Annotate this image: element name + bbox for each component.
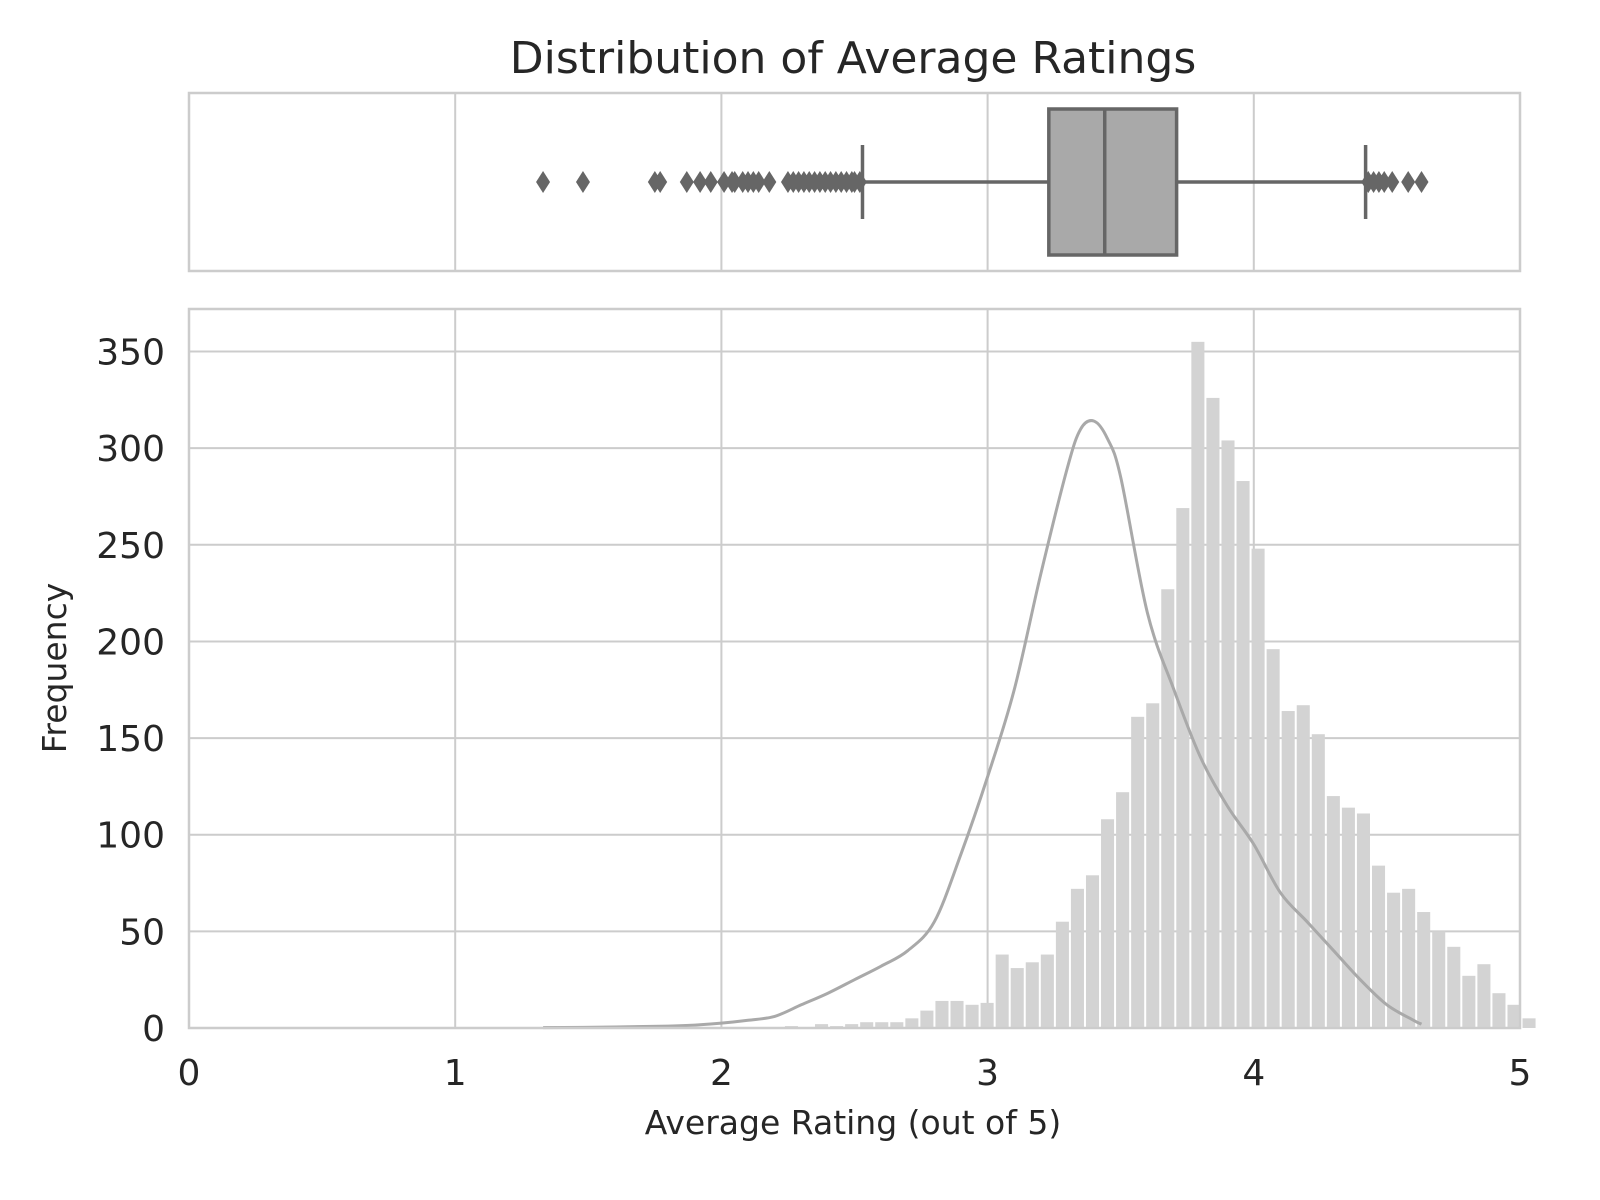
histogram-bar xyxy=(1522,1018,1536,1028)
x-tick-label: 1 xyxy=(444,1053,467,1094)
histogram-bar xyxy=(1010,968,1024,1028)
outlier-point xyxy=(653,171,668,193)
histogram-bar xyxy=(980,1002,994,1028)
y-tick-label: 150 xyxy=(96,719,165,760)
histogram-bar xyxy=(1387,892,1401,1028)
y-tick-label: 350 xyxy=(96,333,165,374)
kde-curve xyxy=(543,419,1423,1030)
histogram-bar xyxy=(1296,705,1310,1028)
histogram-bar xyxy=(1221,440,1235,1028)
outlier-point xyxy=(703,171,718,193)
histogram-bar xyxy=(875,1022,889,1028)
histogram-bar xyxy=(1281,711,1295,1028)
x-tick-label: 3 xyxy=(976,1053,999,1094)
y-tick-label: 300 xyxy=(96,429,165,470)
histogram-bar xyxy=(935,1000,949,1028)
histogram-bar xyxy=(1101,819,1115,1028)
x-axis-label: Average Rating (out of 5) xyxy=(645,1103,1061,1142)
outlier-point xyxy=(727,171,742,193)
interquartile-box xyxy=(1047,107,1179,257)
outlier-point xyxy=(1401,171,1416,193)
outlier-point xyxy=(679,171,694,193)
y-axis-label: Frequency xyxy=(35,583,74,753)
histogram-bar xyxy=(1146,703,1160,1028)
histogram-bar xyxy=(815,1024,829,1028)
histogram-bar xyxy=(1040,954,1054,1028)
histogram-bar xyxy=(1085,875,1100,1028)
outlier-point xyxy=(1385,171,1400,193)
histogram-bar xyxy=(1236,481,1250,1029)
histogram-bar xyxy=(1462,975,1476,1028)
histogram-bar xyxy=(1131,716,1145,1028)
outlier-point xyxy=(1377,171,1392,193)
histogram-bar xyxy=(1055,921,1069,1028)
outlier-point xyxy=(762,171,777,193)
histogram-bar xyxy=(950,1000,964,1028)
histogram-bar xyxy=(1371,865,1386,1028)
histogram-bar xyxy=(1417,912,1431,1028)
x-tick-label: 2 xyxy=(710,1053,733,1094)
histogram-bar xyxy=(1326,796,1340,1028)
x-tick-label: 5 xyxy=(1509,1053,1532,1094)
histogram-bar xyxy=(1025,962,1039,1028)
histogram-bar xyxy=(1251,548,1265,1028)
histogram-bar xyxy=(1266,649,1280,1028)
histogram-bar xyxy=(995,954,1009,1028)
outlier-point xyxy=(717,171,732,193)
y-tick-label: 250 xyxy=(96,526,165,567)
histogram-bar xyxy=(1356,813,1370,1028)
boxplot-box xyxy=(860,107,1368,257)
outlier-point xyxy=(575,171,590,193)
y-tick-label: 100 xyxy=(96,816,165,857)
outlier-point xyxy=(536,171,551,193)
chart-title: Distribution of Average Ratings xyxy=(510,33,1197,84)
histogram-bar xyxy=(890,1022,904,1028)
histogram-bar xyxy=(1206,397,1220,1029)
histogram-bar xyxy=(1161,589,1175,1028)
histogram-bar xyxy=(1507,1004,1521,1028)
histogram-bar xyxy=(860,1022,874,1028)
histogram-bar xyxy=(1492,993,1506,1028)
histogram-bar xyxy=(1447,946,1461,1028)
y-tick-label: 0 xyxy=(142,1009,165,1050)
histogram-bar xyxy=(1341,807,1355,1028)
x-tick-label: 4 xyxy=(1242,1053,1265,1094)
histogram-bar xyxy=(1070,888,1084,1028)
histogram-bar xyxy=(1191,341,1205,1028)
boxplot-frame xyxy=(187,91,1522,273)
outlier-point xyxy=(693,171,708,193)
x-tick-labels: 0 1 2 3 4 5 xyxy=(178,1053,1532,1094)
histogram-bar xyxy=(1477,964,1491,1028)
histogram-bar xyxy=(1116,792,1130,1028)
histogram-bar xyxy=(1432,931,1446,1028)
histogram-bar xyxy=(1402,888,1416,1028)
histogram-bar xyxy=(845,1024,859,1028)
y-tick-label: 50 xyxy=(119,912,165,953)
histogram-bar xyxy=(1176,508,1190,1028)
histogram-bar xyxy=(905,1018,919,1028)
y-tick-label: 200 xyxy=(96,622,165,663)
histogram-frame xyxy=(187,307,1522,1030)
outlier-point xyxy=(1414,171,1429,193)
histogram-bar xyxy=(1311,734,1325,1028)
histogram-bar xyxy=(965,1004,979,1028)
outlier-point xyxy=(751,171,766,193)
boxplot-panel xyxy=(187,91,1522,273)
histogram-bars xyxy=(544,341,1536,1029)
x-tick-label: 0 xyxy=(178,1053,201,1094)
y-tick-labels: 0 50 100 150 200 250 300 350 xyxy=(96,333,165,1050)
histogram-bar xyxy=(920,1010,934,1028)
histogram-panel: 0 1 2 3 4 5 0 50 100 150 200 250 300 350 xyxy=(96,307,1536,1094)
